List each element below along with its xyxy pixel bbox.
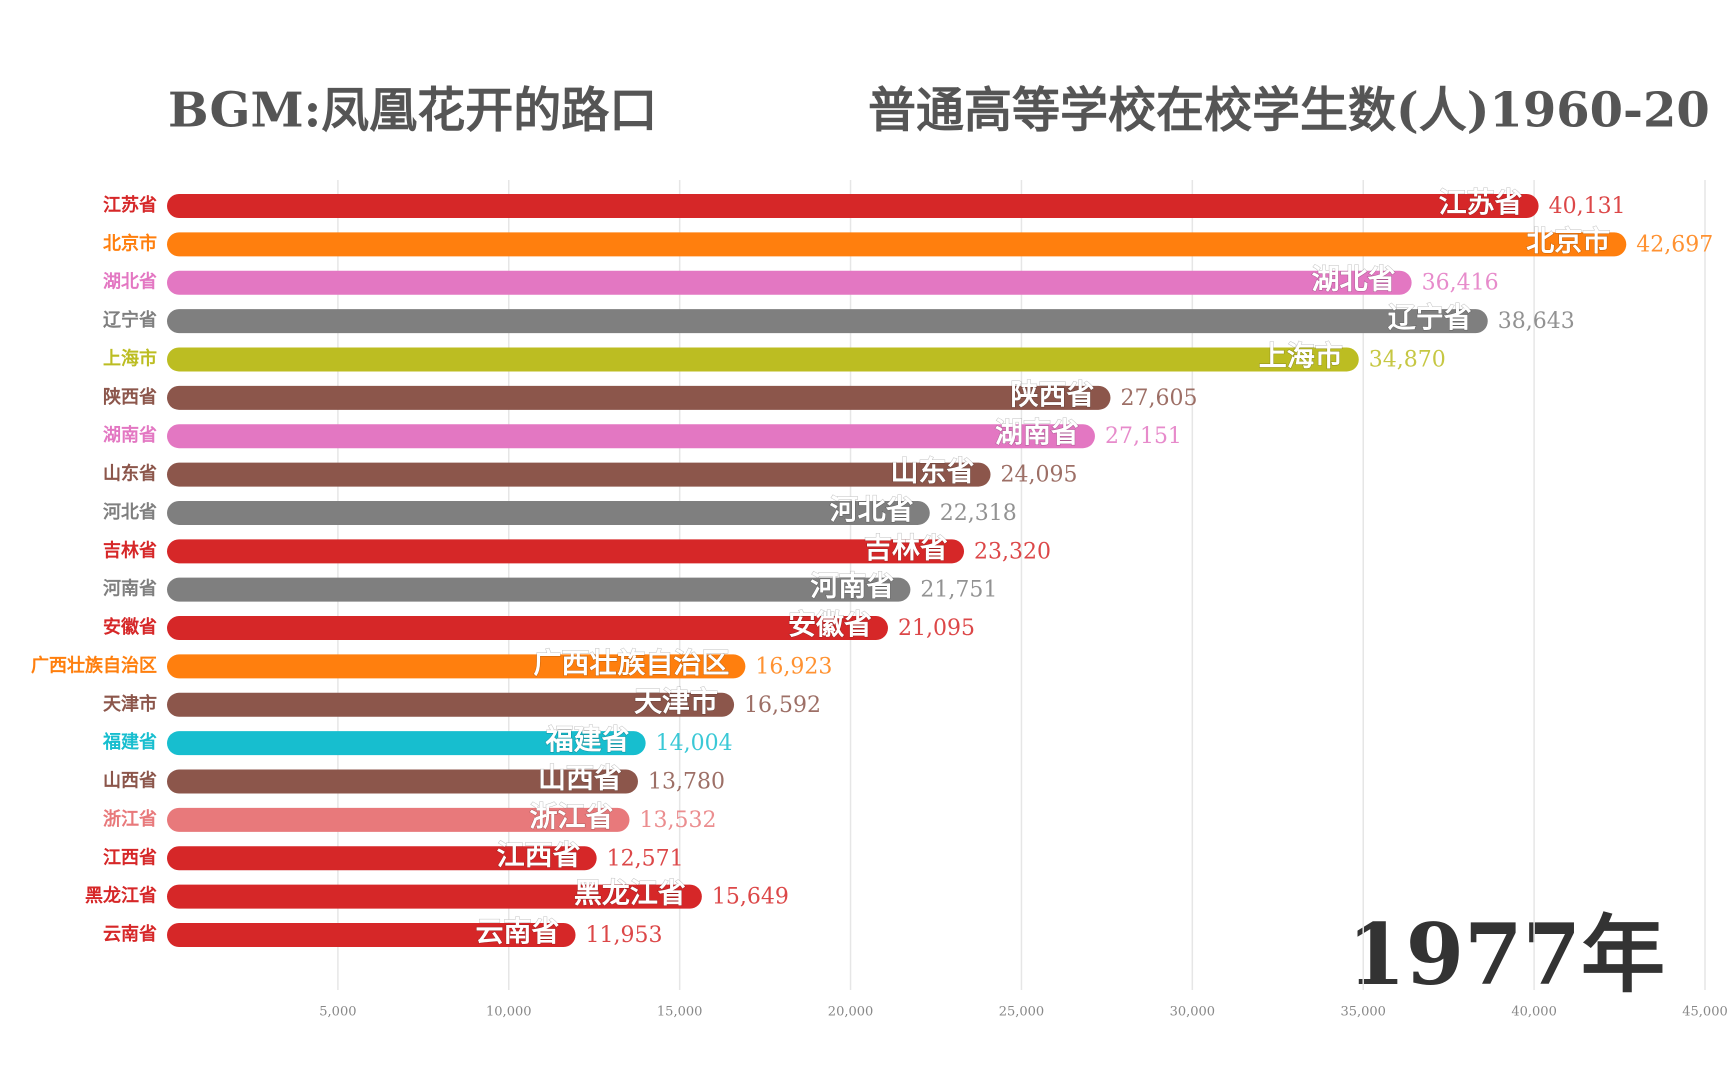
category-label: 山东省 — [103, 463, 157, 485]
value-label: 13,780 — [648, 770, 725, 795]
bar — [167, 347, 1359, 372]
bar-inner-label: 辽宁省 — [1388, 301, 1472, 334]
x-tick-label: 30,000 — [1170, 1005, 1216, 1020]
value-label: 36,416 — [1422, 271, 1499, 296]
bar — [167, 846, 597, 871]
bar — [167, 385, 1111, 410]
category-label: 广西壮族自治区 — [31, 654, 157, 676]
x-tick-label: 20,000 — [828, 1005, 874, 1020]
value-label: 38,643 — [1498, 309, 1575, 334]
bar-inner-label: 江西省 — [497, 838, 581, 871]
category-label: 北京市 — [103, 232, 157, 254]
category-label: 江西省 — [103, 846, 157, 868]
bar — [167, 654, 746, 679]
category-label: 上海市 — [103, 347, 157, 369]
category-label: 浙江省 — [103, 808, 157, 830]
category-label: 天津市 — [103, 693, 157, 715]
x-tick-label: 15,000 — [657, 1005, 703, 1020]
x-tick-label: 35,000 — [1340, 1005, 1386, 1020]
category-label: 辽宁省 — [103, 309, 157, 331]
x-tick-label: 5,000 — [319, 1005, 356, 1020]
x-tick-label: 25,000 — [999, 1005, 1045, 1020]
bar-inner-label: 陕西省 — [1010, 378, 1094, 411]
category-label: 吉林省 — [103, 539, 157, 561]
bar — [167, 769, 638, 794]
bar-inner-label: 河北省 — [830, 493, 914, 526]
x-tick-label: 40,000 — [1511, 1005, 1557, 1020]
bar-inner-label: 北京市 — [1526, 224, 1610, 257]
category-label: 湖南省 — [103, 424, 157, 446]
value-label: 13,532 — [639, 808, 716, 833]
bar-inner-label: 浙江省 — [529, 800, 613, 833]
category-label: 湖北省 — [103, 271, 157, 293]
bar-inner-label: 江苏省 — [1439, 186, 1523, 219]
value-label: 21,751 — [920, 578, 997, 603]
value-label: 15,649 — [712, 885, 789, 910]
category-label: 安徽省 — [103, 616, 157, 638]
category-label: 山西省 — [103, 770, 157, 792]
bar-inner-label: 福建省 — [545, 723, 630, 756]
category-label: 河北省 — [103, 501, 157, 523]
value-label: 40,131 — [1549, 194, 1626, 219]
category-label: 黑龙江省 — [85, 885, 157, 907]
bar-inner-label: 云南省 — [476, 915, 560, 948]
category-label: 云南省 — [103, 923, 157, 945]
value-label: 12,571 — [607, 846, 684, 871]
category-label: 河南省 — [103, 578, 157, 600]
bar-inner-label: 广西壮族自治区 — [533, 646, 729, 679]
bar — [167, 194, 1539, 218]
bar-inner-label: 上海市 — [1259, 339, 1343, 372]
category-label: 陕西省 — [103, 386, 157, 408]
chart-subtitle: 普通高等学校在校学生数(人)1960-20 — [868, 83, 1710, 139]
bar — [167, 232, 1627, 257]
bar-inner-label: 河南省 — [810, 570, 894, 603]
bar — [167, 731, 646, 756]
bar — [167, 577, 911, 602]
value-label: 21,095 — [898, 616, 975, 641]
value-label: 16,592 — [744, 693, 821, 718]
bar — [167, 500, 930, 525]
bar — [167, 923, 576, 947]
value-label: 23,320 — [974, 539, 1051, 564]
bar-inner-label: 天津市 — [634, 685, 718, 718]
bar — [167, 270, 1412, 295]
category-label: 江苏省 — [103, 194, 157, 216]
value-label: 34,870 — [1369, 347, 1446, 372]
bar-inner-label: 山西省 — [538, 762, 622, 795]
bar — [167, 424, 1095, 449]
value-label: 14,004 — [656, 731, 733, 756]
bar — [167, 884, 702, 909]
value-label: 11,953 — [586, 923, 663, 948]
bar — [167, 807, 630, 832]
bar-inner-label: 湖北省 — [1312, 263, 1396, 296]
x-tick-label: 10,000 — [486, 1005, 532, 1020]
bar — [167, 462, 991, 487]
chart-title: BGM:凤凰花开的路口 — [168, 83, 657, 139]
value-label: 24,095 — [1001, 463, 1078, 488]
bar-inner-label: 吉林省 — [864, 531, 948, 564]
bar-inner-label: 黑龙江省 — [574, 877, 686, 910]
bar — [167, 539, 965, 564]
value-label: 16,923 — [755, 654, 832, 679]
bar — [167, 309, 1488, 334]
value-label: 42,697 — [1636, 232, 1713, 257]
bar-inner-label: 山东省 — [890, 455, 974, 488]
x-tick-label: 45,000 — [1682, 1005, 1728, 1020]
bar — [167, 616, 888, 641]
bar-inner-label: 安徽省 — [788, 608, 872, 641]
value-label: 27,151 — [1105, 424, 1182, 449]
value-label: 22,318 — [940, 501, 1017, 526]
bar — [167, 692, 735, 717]
bar-inner-label: 湖南省 — [995, 416, 1079, 449]
category-label: 福建省 — [102, 731, 157, 753]
year-label: 1977年 — [1347, 905, 1665, 1004]
value-label: 27,605 — [1120, 386, 1197, 411]
